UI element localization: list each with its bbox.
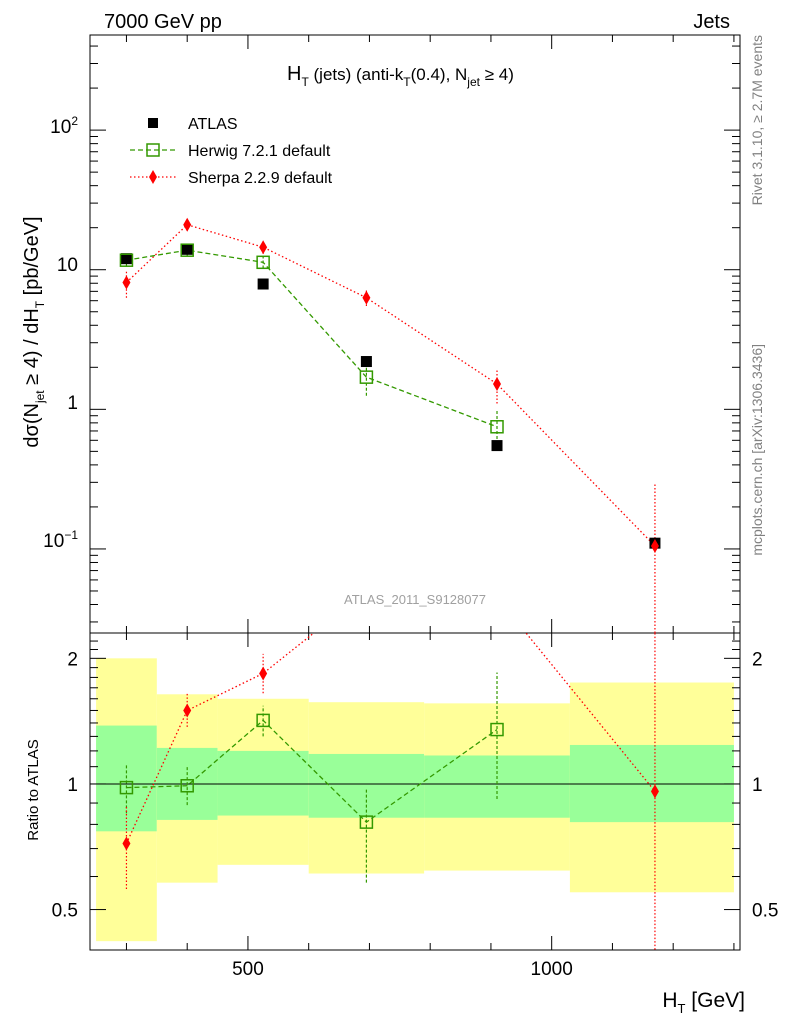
herwig-point-4 <box>490 420 504 434</box>
ylabel-t-sub: T <box>33 300 47 308</box>
ytick-0.1-base: 10 <box>43 531 64 552</box>
herwig-point-3 <box>359 370 374 384</box>
title-cone: (0.4), N <box>411 65 468 84</box>
ytick-label-1: 1 <box>67 393 78 414</box>
sherpa-point-0 <box>122 275 131 290</box>
ratio-tick-label-1: 1 <box>67 775 78 796</box>
ratio-y-axis-label: Ratio to ATLAS <box>25 739 42 840</box>
ratio-herwig-point-3 <box>359 815 374 829</box>
ylabel-jet-sub: jet <box>33 390 47 404</box>
ytick-label-10: 10 <box>57 255 78 276</box>
ratio-sherpa-point-1 <box>183 703 192 718</box>
ytick-label-100: 102 <box>50 114 78 138</box>
legend-sherpa-label: Sherpa 2.2.9 default <box>188 170 333 187</box>
herwig-line <box>126 249 498 428</box>
ratio-herwig-point-0 <box>119 780 134 795</box>
xlabel-t-sub: T <box>678 1001 686 1016</box>
ratio-plot-frame <box>89 632 741 951</box>
band-inner-2 <box>217 750 309 816</box>
analysis-watermark: ATLAS_2011_S9128077 <box>344 592 486 607</box>
ratio-tick-labels: 0.5 0.5 1 1 2 2 <box>52 649 779 921</box>
ytick-100-base: 10 <box>50 117 71 138</box>
title-kt-sub: T <box>403 75 411 89</box>
xlabel-unit: [GeV] <box>685 989 745 1012</box>
title-jet-sub: jet <box>466 75 480 89</box>
mcplots-info-text: mcplots.cern.ch [arXiv:1306.3436] <box>749 344 765 556</box>
ratio-bands <box>96 658 734 942</box>
ylabel-c: [pb/GeV] <box>21 216 43 301</box>
ratio-herwig-point-4 <box>490 722 504 737</box>
ytick-100-exp: 2 <box>71 114 78 128</box>
title-cond: ≥ 4) <box>480 65 514 84</box>
sherpa-line <box>126 224 656 547</box>
sherpa-point-4 <box>493 376 502 391</box>
ytick-0.1-exp: −1 <box>64 528 78 542</box>
ratio-data <box>119 590 659 950</box>
sherpa-point-3 <box>362 290 371 305</box>
ratio-tick-label-right-0.5: 0.5 <box>752 901 778 922</box>
ratio-sherpa-point-4 <box>493 590 501 604</box>
legend-atlas-label: ATLAS <box>188 116 238 133</box>
x-tick-labels: 500 1000 <box>232 959 573 980</box>
sherpa-point-1 <box>183 217 192 232</box>
ratio-sherpa-point-0 <box>122 836 131 851</box>
ylabel-a: dσ(N <box>21 403 43 448</box>
xlabel-h: H <box>662 989 677 1012</box>
x-axis-label: HT [GeV] <box>662 989 745 1016</box>
herwig-point-1 <box>180 243 194 257</box>
sherpa-point-5 <box>650 538 659 553</box>
ratio-tick-label-2: 2 <box>67 649 78 670</box>
plot-title: HT (jets) (anti-kT(0.4), Njet ≥ 4) <box>287 63 514 89</box>
herwig-point-0 <box>119 253 134 267</box>
legend-sherpa-marker <box>149 170 157 184</box>
x-tick-label-500: 500 <box>232 959 264 980</box>
x-tick-label-1000: 1000 <box>531 959 573 980</box>
rivet-info-text: Rivet 3.1.10, ≥ 2.7M events <box>749 35 765 205</box>
band-inner-3 <box>308 753 425 818</box>
ratio-sherpa-point-5 <box>650 784 659 799</box>
atlas-point-0 <box>120 253 132 265</box>
axis-ticks <box>90 35 740 951</box>
atlas-point-1 <box>181 243 193 255</box>
legend-herwig-label: Herwig 7.2.1 default <box>188 143 331 160</box>
atlas-point-4 <box>491 440 503 452</box>
ratio-tick-label-right-2: 2 <box>752 649 763 670</box>
ratio-herwig-point-1 <box>180 779 194 793</box>
atlas-point-2 <box>257 278 269 290</box>
legend-herwig-marker <box>146 143 160 157</box>
ratio-herwig-point-2 <box>256 713 270 728</box>
title-mid: (jets) (anti-k <box>309 65 404 84</box>
sherpa-point-2 <box>259 240 268 255</box>
ylabel-b: ≥ 4) / dH <box>21 308 43 390</box>
header-right: Jets <box>693 11 730 33</box>
ratio-sherpa-point-2 <box>259 666 268 681</box>
band-inner-0 <box>96 725 157 832</box>
ratio-tick-label-0.5: 0.5 <box>52 901 78 922</box>
ratio-tick-label-right-1: 1 <box>752 775 763 796</box>
herwig-point-2 <box>256 255 270 270</box>
legend-atlas-marker <box>148 118 158 128</box>
title-h: H <box>287 63 301 85</box>
title-t-sub: T <box>301 75 309 89</box>
legend: ATLAS Herwig 7.2.1 default Sherpa 2.2.9 … <box>130 116 333 187</box>
atlas-point-3 <box>360 356 372 368</box>
main-data <box>119 217 661 633</box>
header-left: 7000 GeV pp <box>104 11 222 33</box>
y-axis-label: dσ(Njet ≥ 4) / dHT [pb/GeV] <box>21 216 47 447</box>
ytick-label-0.1: 10−1 <box>43 528 78 552</box>
